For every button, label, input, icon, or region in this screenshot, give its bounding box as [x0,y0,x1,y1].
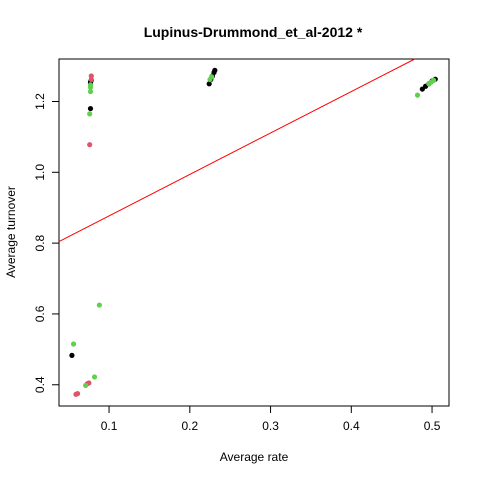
data-point-green [414,92,421,98]
data-point-green [96,302,102,308]
y-tick-label: 1.0 [33,164,47,181]
regression-line [58,58,416,242]
x-axis-label: Average rate [220,450,289,464]
data-point-red [74,391,81,397]
data-points [69,67,438,397]
data-point-green [431,77,437,83]
data-point-green [87,111,93,117]
data-point-green [87,82,94,88]
y-tick-label: 1.2 [33,93,47,110]
x-tick-label: 0.3 [262,419,279,433]
data-point-red [88,73,94,79]
data-point-black [69,352,75,358]
y-tick-label: 0.8 [33,234,47,251]
data-point-green [83,382,89,389]
y-axis-label: Average turnover [4,186,18,278]
data-point-black [87,105,94,112]
data-point-green [87,88,94,95]
y-tick-label: 0.6 [33,305,47,322]
data-point-black [212,67,218,73]
x-tick-label: 0.1 [101,419,118,433]
data-point-green [70,341,77,347]
x-tick-label: 0.2 [181,419,198,433]
y-tick-label: 0.4 [33,376,47,393]
y-axis: 0.4 0.6 0.8 1.0 1.2 [33,93,60,393]
data-point-green [91,374,98,380]
data-point-black [206,81,212,87]
x-tick-label: 0.5 [424,419,441,433]
plot-frame [58,58,450,407]
data-point-red [87,142,93,148]
x-axis: 0.1 0.2 0.3 0.4 0.5 [101,405,441,433]
data-point-green [209,74,215,80]
chart-title: Lupinus-Drummond_et_al-2012 * [144,24,363,40]
regression-line-group [58,58,416,242]
x-tick-label: 0.4 [343,419,360,433]
